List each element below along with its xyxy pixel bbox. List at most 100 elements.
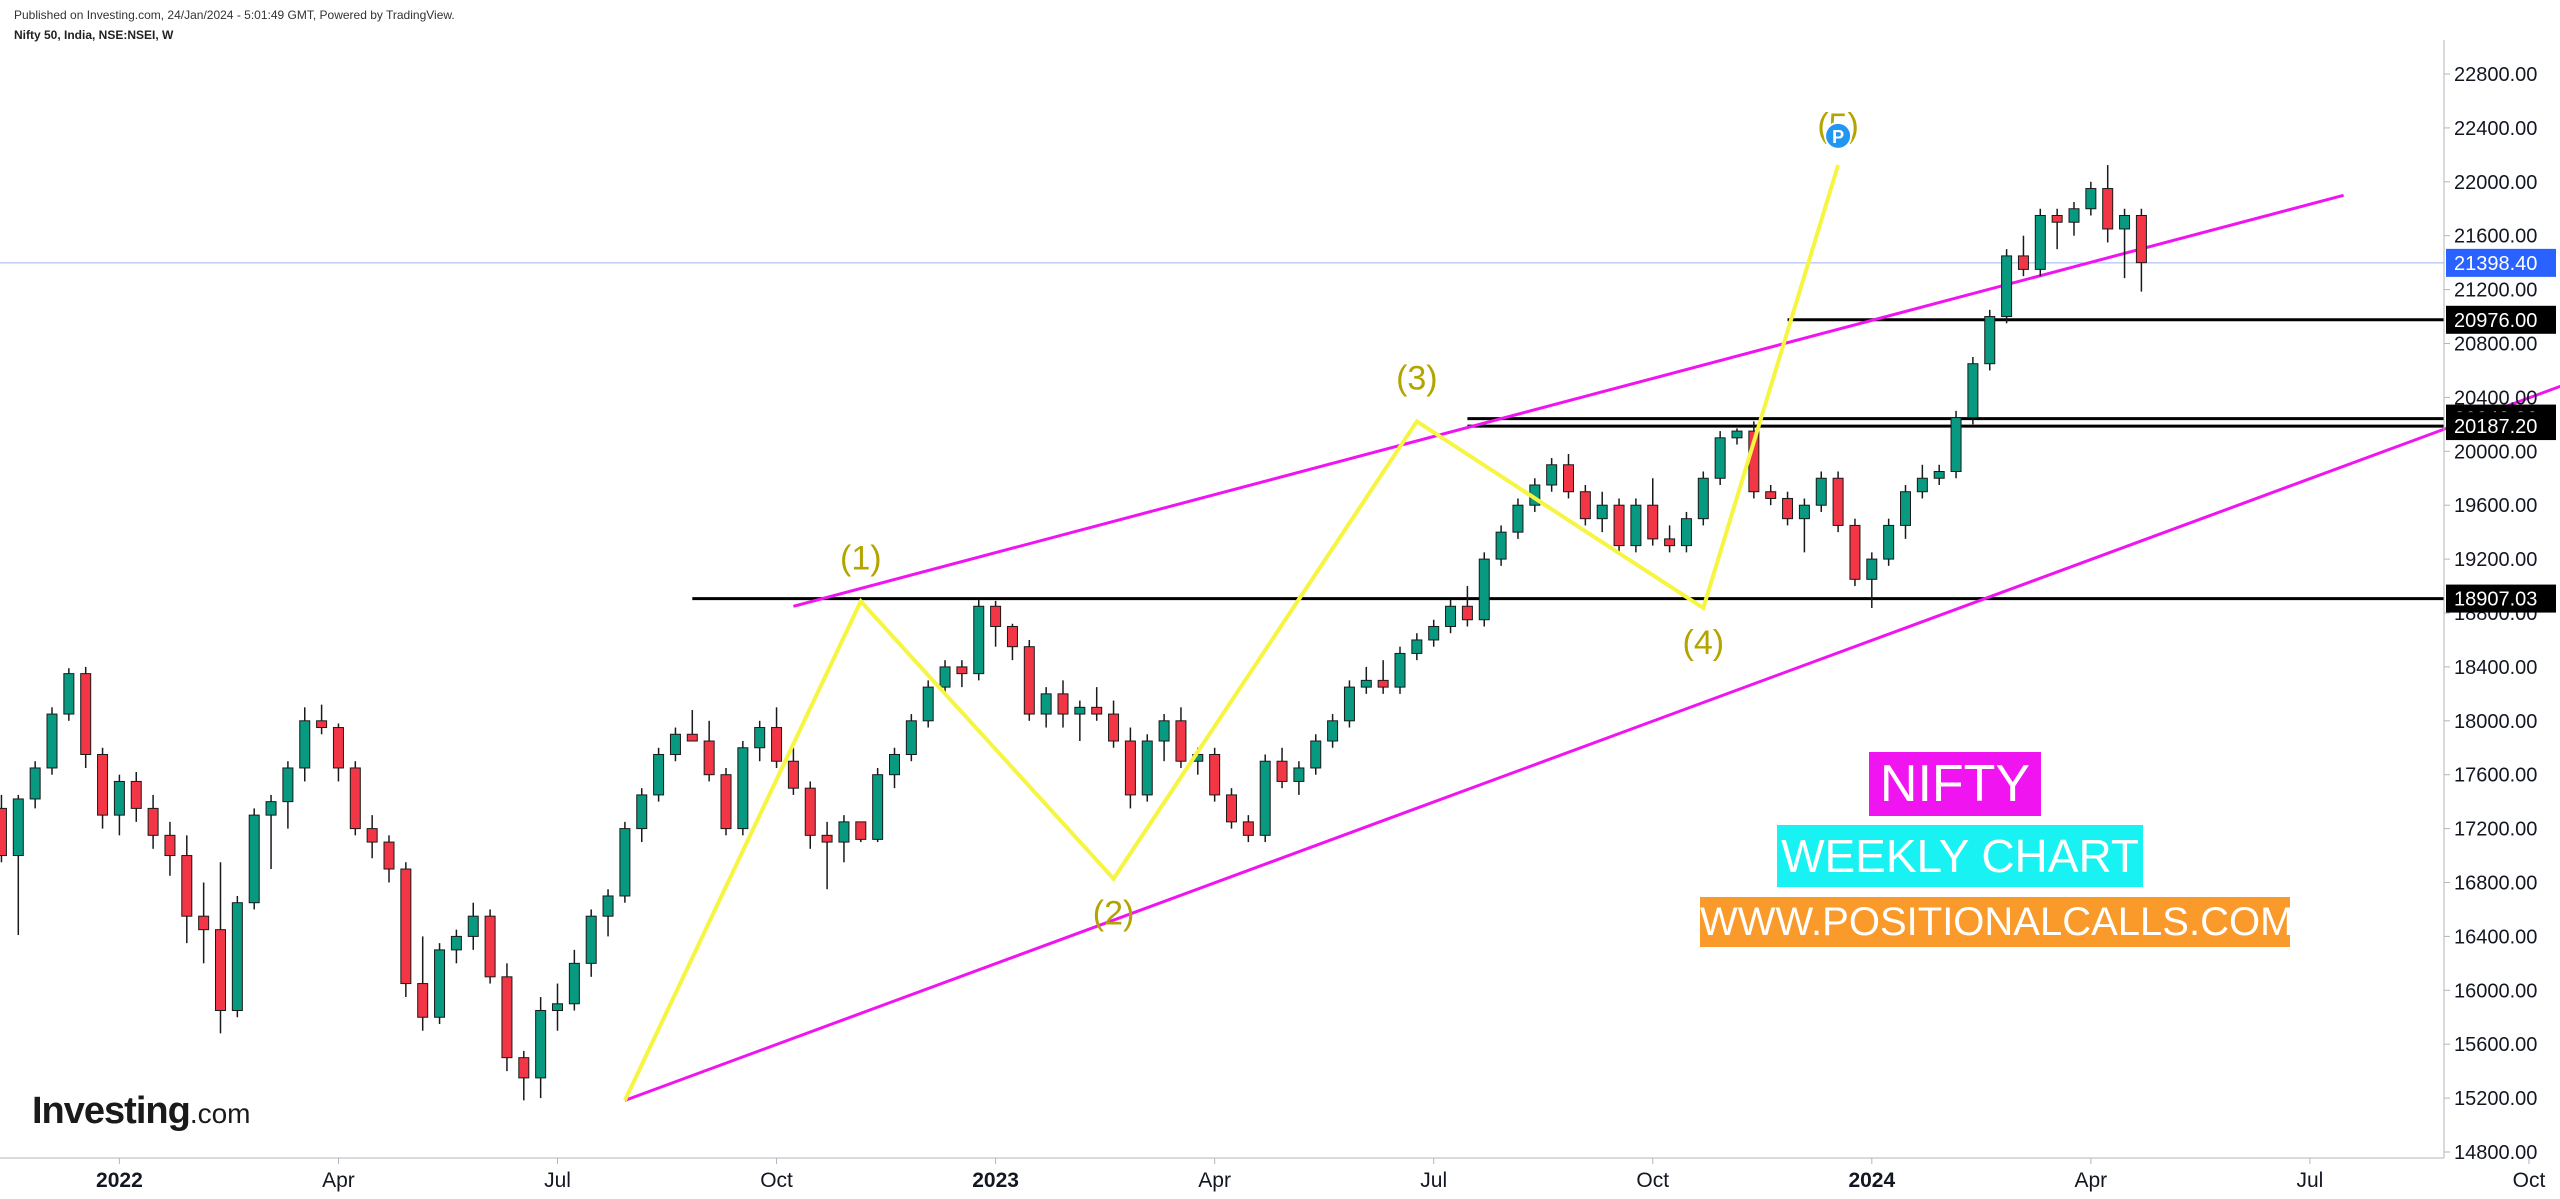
time-tick-label: Oct [2513, 1169, 2546, 1192]
candle-body [1563, 464, 1574, 493]
price-tick-label: 16000.00 [2454, 980, 2537, 1002]
candle [80, 666, 92, 768]
candle [130, 772, 142, 822]
price-tick-label: 16400.00 [2454, 926, 2537, 948]
candle-body [771, 727, 783, 762]
candle [231, 895, 243, 1018]
candle-body [2085, 188, 2097, 210]
candle-body [1731, 430, 1743, 439]
candle [771, 707, 783, 768]
candle [1478, 552, 1490, 627]
candle-body [1461, 605, 1473, 621]
price-tick-label: 20800.00 [2454, 334, 2537, 356]
candle [804, 781, 816, 849]
candle [299, 707, 311, 782]
price-tick-label: 15200.00 [2454, 1088, 2537, 1110]
candle-body [737, 747, 749, 830]
candle [1394, 646, 1406, 694]
candle [1158, 714, 1170, 762]
candle [1883, 518, 1895, 566]
candle-body [1782, 497, 1794, 520]
candle [383, 835, 395, 883]
candle-body [1445, 605, 1457, 627]
candle [1714, 431, 1726, 485]
level-badge [2446, 305, 2556, 334]
candle [1866, 552, 1878, 609]
candle-body [1360, 679, 1372, 688]
candle-body [1849, 524, 1861, 580]
level-badge [2446, 584, 2556, 613]
candle [450, 929, 462, 964]
candle-body [518, 1057, 530, 1079]
candle-body [821, 834, 833, 843]
candle-body [2051, 214, 2063, 223]
wave-label: (4) [1683, 624, 1725, 662]
candle-body [1798, 504, 1810, 520]
candle-body [905, 720, 917, 755]
candle [215, 862, 226, 1034]
candle-body [1512, 504, 1524, 533]
candle-body [2001, 255, 2013, 318]
candle-body [484, 915, 496, 978]
candle [2034, 208, 2046, 277]
price-tick-label: 21600.00 [2454, 226, 2537, 248]
candle-body [922, 686, 934, 722]
candle [889, 747, 900, 789]
time-tick-label: 2024 [1848, 1169, 1895, 1192]
candle-body [434, 949, 446, 1018]
candle [1141, 734, 1153, 802]
candle [619, 821, 631, 903]
candle [1360, 666, 1372, 694]
candle-body [1141, 740, 1153, 796]
candle-body [1377, 679, 1389, 688]
candle [147, 794, 159, 849]
candle [956, 660, 968, 688]
candle-body [501, 976, 513, 1059]
price-tick-label: 19200.00 [2454, 549, 2537, 571]
candle-body [400, 868, 412, 985]
candle [1664, 525, 1676, 553]
candle-body [2017, 255, 2029, 270]
candle [703, 720, 715, 782]
candle-body [1327, 720, 1339, 742]
candle-body [97, 753, 109, 816]
candle-body [754, 727, 766, 749]
candle [1259, 754, 1271, 843]
candle [1832, 471, 1844, 533]
candle-body [1714, 437, 1726, 479]
candle-body [1630, 504, 1642, 547]
channel-line [624, 384, 2560, 1102]
candle-body [1209, 753, 1221, 796]
candle-body [417, 983, 429, 1018]
candle [939, 660, 951, 694]
candle [332, 723, 344, 782]
candle [1276, 747, 1288, 789]
candle [1596, 491, 1608, 533]
time-tick-label: Jul [1420, 1169, 1447, 1192]
candle-body [855, 821, 867, 840]
wave-label: (1) [840, 539, 882, 577]
time-tick-label: Oct [760, 1169, 793, 1192]
promo-subtitle: WEEKLY CHART [1777, 825, 2143, 887]
level-label: 20187.20 [2454, 416, 2537, 438]
candle [1613, 498, 1625, 553]
candle [164, 821, 176, 876]
price-axis[interactable]: 14800.00 15200.00 15600.00 16000.00 16400.00… [2443, 40, 2556, 1164]
candle [97, 747, 109, 829]
promo-website: WWW.POSITIONALCALLS.COM [1700, 897, 2293, 947]
symbol-title: Nifty 50, India, NSE:NSEI, W [14, 28, 174, 42]
candle-body [1242, 821, 1254, 836]
wave-path [623, 164, 1841, 1102]
candle [2135, 208, 2147, 292]
candle [2051, 208, 2063, 250]
candle-body [1697, 477, 1709, 520]
candle [872, 767, 884, 843]
candle [1697, 471, 1709, 526]
candle [1445, 599, 1457, 634]
time-axis[interactable]: 2022AprJulOct2023AprJulOct2024AprJulOct2… [0, 1157, 2560, 1192]
time-tick-label: Jul [544, 1169, 571, 1192]
candle [46, 707, 58, 775]
candle [1293, 761, 1305, 795]
candle-body [1900, 491, 1911, 526]
